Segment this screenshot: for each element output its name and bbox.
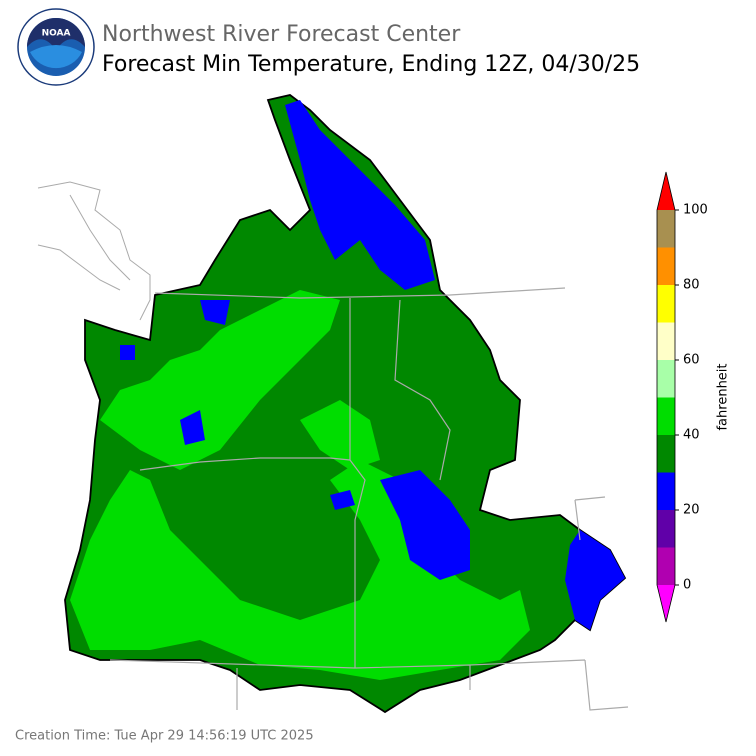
colorbar-segment (657, 322, 675, 360)
colorbar-tick-label: 40 (683, 428, 700, 443)
zone-40-50 (300, 400, 380, 470)
state-boundary (109, 287, 629, 711)
creation-time: Creation Time: Tue Apr 29 14:56:19 UTC 2… (15, 729, 314, 744)
colorbar-tick-label: 0 (683, 578, 691, 593)
colorbar-segment (657, 360, 675, 398)
colorbar-segment (657, 397, 675, 435)
colorbar-label: fahrenheit (716, 363, 731, 430)
agency-title: Northwest River Forecast Center (102, 22, 461, 47)
colorbar-under (657, 585, 675, 622)
colorbar-segment (657, 210, 675, 248)
map-title: Forecast Min Temperature, Ending 12Z, 04… (102, 52, 640, 77)
zone-20-30 (565, 530, 625, 630)
zone-40-50 (100, 290, 340, 470)
colorbar-segment (657, 285, 675, 323)
colorbar-segment (657, 247, 675, 285)
colorbar-tick-label: 80 (683, 278, 700, 293)
colorbar-tick-label: 20 (683, 503, 700, 518)
zone-20-30 (285, 100, 435, 290)
colorbar-over (657, 172, 675, 210)
colorbar-segment (657, 435, 675, 473)
logo-text: NOAA (42, 29, 71, 39)
coastline (37, 181, 151, 321)
colorbar-tick-label: 60 (683, 353, 700, 368)
colorbar-segment (657, 547, 675, 585)
zone-20-30 (380, 470, 470, 580)
zone-40-50 (70, 460, 530, 680)
noaa-logo: NOAA (17, 8, 95, 86)
colorbar-segment (657, 510, 675, 548)
colorbar-segment (657, 472, 675, 510)
colorbar-tick-label: 100 (683, 203, 708, 218)
